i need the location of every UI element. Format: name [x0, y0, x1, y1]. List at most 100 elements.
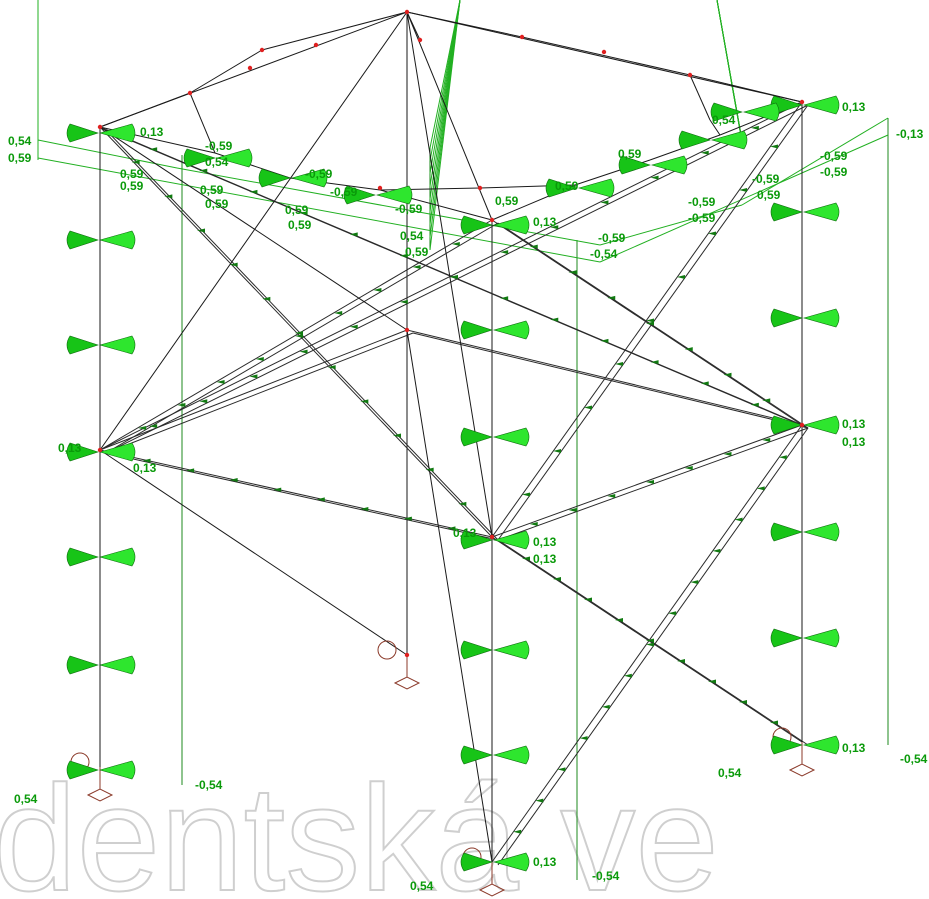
- node-marker[interactable]: [404, 652, 410, 658]
- node-marker[interactable]: [404, 327, 410, 333]
- roof-rafter[interactable]: [406, 11, 493, 221]
- bracing[interactable]: [497, 427, 809, 541]
- load-value-label: 0,13: [842, 417, 866, 431]
- load-value-label: -0,54: [590, 247, 618, 261]
- load-diagrams: [37, 0, 889, 880]
- roof-edge[interactable]: [261, 11, 408, 51]
- node-marker[interactable]: [519, 34, 525, 40]
- member-load-arrow: [579, 736, 588, 741]
- member-load-arrow: [529, 522, 538, 526]
- roof-rafter[interactable]: [406, 11, 803, 103]
- force-cone: [577, 178, 615, 198]
- roof-purlin[interactable]: [189, 92, 216, 154]
- member-load-arrow: [770, 720, 778, 725]
- member-load-arrow: [149, 424, 158, 429]
- member-load-arrow: [684, 466, 693, 470]
- bracing[interactable]: [99, 126, 493, 538]
- bracing[interactable]: [491, 219, 803, 426]
- node-marker[interactable]: [377, 185, 383, 191]
- force-cone: [66, 760, 99, 780]
- force-cone: [802, 415, 840, 435]
- bracing[interactable]: [497, 222, 809, 429]
- node-marker[interactable]: [404, 9, 410, 15]
- node-marker[interactable]: [799, 99, 805, 105]
- node-marker[interactable]: [799, 422, 805, 428]
- bracing[interactable]: [497, 539, 809, 746]
- node-marker[interactable]: [687, 72, 693, 78]
- load-value-label: 0,54: [8, 134, 32, 148]
- load-value-label: -0,59: [820, 149, 848, 163]
- bracing[interactable]: [406, 329, 803, 426]
- member-load-arrow: [425, 467, 434, 472]
- bracing[interactable]: [497, 427, 809, 866]
- node-marker[interactable]: [477, 185, 483, 191]
- bracing[interactable]: [99, 11, 408, 451]
- force-cone: [375, 185, 413, 205]
- node-marker[interactable]: [489, 217, 495, 223]
- bracing[interactable]: [105, 222, 499, 454]
- bracing[interactable]: [105, 104, 809, 454]
- member-load-arrow: [723, 372, 732, 377]
- load-value-label: 0,59: [757, 188, 781, 202]
- node-marker[interactable]: [187, 90, 193, 96]
- bracing[interactable]: [491, 536, 803, 743]
- node-marker[interactable]: [247, 65, 253, 71]
- bracing[interactable]: [105, 332, 414, 454]
- roof-purlin[interactable]: [689, 74, 711, 121]
- member-load-arrow: [646, 642, 654, 647]
- bracing[interactable]: [491, 424, 803, 538]
- node-marker[interactable]: [489, 534, 495, 540]
- member-load-arrow: [513, 829, 522, 834]
- load-value-label: 0,13: [140, 125, 164, 139]
- load-value-label: 0,59: [200, 183, 224, 197]
- force-cone: [98, 547, 136, 567]
- bracing[interactable]: [99, 449, 408, 656]
- bracing[interactable]: [491, 424, 803, 863]
- member-load-arrow: [700, 150, 709, 155]
- member-load-arrow: [360, 399, 369, 404]
- node-marker[interactable]: [313, 42, 319, 48]
- roof-edge[interactable]: [189, 49, 263, 94]
- bracing[interactable]: [406, 11, 493, 538]
- force-cone: [66, 335, 99, 355]
- node-marker[interactable]: [417, 37, 423, 43]
- node-marker[interactable]: [97, 124, 103, 130]
- member-load-arrow: [646, 638, 654, 643]
- support-O: [393, 676, 421, 690]
- bracing[interactable]: [105, 452, 499, 541]
- nodes[interactable]: [97, 9, 805, 658]
- member-load-arrow: [712, 548, 721, 553]
- node-marker[interactable]: [97, 447, 103, 453]
- force-cone: [258, 168, 291, 188]
- bracing[interactable]: [406, 329, 493, 863]
- structural-members[interactable]: [99, 11, 809, 866]
- bracing[interactable]: [99, 449, 493, 538]
- member-load-arrow: [734, 517, 743, 522]
- roof-edge[interactable]: [521, 36, 691, 76]
- node-marker[interactable]: [601, 49, 607, 55]
- load-value-label: 0,54: [718, 766, 742, 780]
- bracing[interactable]: [99, 126, 408, 331]
- bracing[interactable]: [99, 329, 408, 451]
- load-value-label: 0,54: [400, 229, 424, 243]
- bracing[interactable]: [99, 219, 493, 451]
- load-value-label: 0,59: [405, 245, 429, 259]
- force-cone: [460, 640, 493, 660]
- roof-rafter[interactable]: [406, 11, 421, 41]
- load-value-label: -0,13: [896, 127, 924, 141]
- member-load-arrow: [550, 317, 559, 322]
- load-value-label: 0,59: [285, 203, 309, 217]
- bracing[interactable]: [412, 332, 809, 429]
- load-value-label: 0,13: [842, 100, 866, 114]
- roof-purlin[interactable]: [709, 119, 721, 136]
- bracing[interactable]: [491, 101, 803, 538]
- roof-edge[interactable]: [406, 11, 523, 38]
- member-load-arrow: [750, 402, 759, 407]
- roof-edge[interactable]: [689, 74, 803, 103]
- node-marker[interactable]: [259, 47, 265, 53]
- force-cone: [460, 852, 493, 872]
- roof-edge[interactable]: [99, 92, 191, 128]
- load-value-label: 0,59: [618, 147, 642, 161]
